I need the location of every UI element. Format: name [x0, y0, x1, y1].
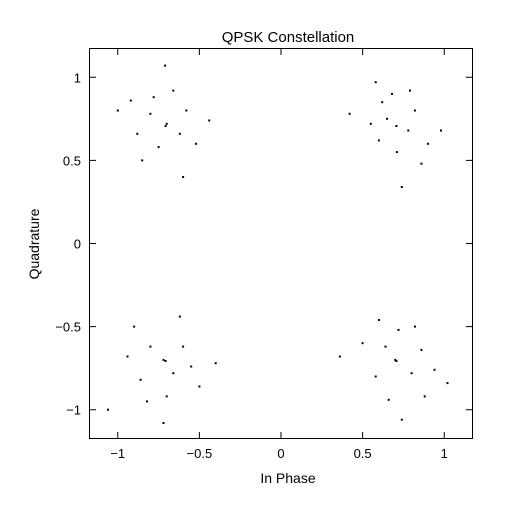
scatter-point — [400, 418, 403, 421]
scatter-point — [149, 345, 152, 348]
scatter-point — [446, 382, 449, 385]
scatter-point — [384, 345, 387, 348]
scatter-point — [141, 159, 144, 162]
scatter-point — [338, 355, 341, 358]
y-axis-label: Quadrature — [26, 208, 42, 279]
y-tick-label: 1 — [74, 70, 81, 85]
scatter-point — [178, 315, 181, 318]
scatter-point — [395, 151, 398, 154]
scatter-point — [164, 360, 167, 362]
scatter-point — [410, 372, 413, 375]
scatter-point — [413, 109, 416, 112]
scatter-point — [374, 81, 377, 84]
chart-title: QPSK Constellation — [222, 29, 355, 46]
scatter-point — [374, 375, 377, 378]
scatter-point — [377, 139, 380, 142]
axis-ticks: −1 −0.5 0 0.5 1 −1 −0.5 0 0.5 1 — [55, 49, 472, 461]
scatter-point — [129, 99, 132, 102]
scatter-point — [369, 122, 372, 125]
y-tick-label: −0.5 — [55, 320, 81, 335]
scatter-point — [152, 96, 155, 99]
scatter-point — [195, 142, 198, 145]
scatter-point — [149, 112, 152, 115]
scatter-point — [172, 372, 175, 375]
scatter-point — [165, 395, 168, 398]
x-tick-label: −1 — [110, 446, 125, 461]
y-tick-label: 0.5 — [63, 153, 81, 168]
scatter-point — [397, 328, 400, 331]
scatter-point — [146, 400, 149, 403]
scatter-point — [214, 362, 217, 365]
scatter-point — [157, 146, 160, 149]
scatter-point — [413, 325, 416, 328]
scatter-point — [391, 92, 393, 95]
scatter-point — [400, 186, 403, 188]
scatter-point — [164, 64, 167, 67]
x-axis-label: In Phase — [260, 470, 315, 486]
scatter-point — [420, 162, 423, 165]
scatter-point — [178, 132, 181, 135]
scatter-point — [164, 125, 167, 127]
scatter-point — [126, 355, 129, 358]
scatter-point — [395, 360, 398, 362]
scatter-point — [165, 122, 168, 125]
scatter-point — [395, 125, 398, 127]
scatter-point — [190, 365, 193, 368]
scatter-point — [133, 325, 136, 328]
scatter-point — [116, 109, 119, 112]
scatter-point — [377, 319, 380, 321]
scatter-point — [433, 368, 436, 371]
scatter-point — [426, 142, 429, 145]
x-tick-label: 1 — [441, 446, 448, 461]
scatter-point — [387, 398, 390, 401]
scatter-point — [185, 109, 188, 112]
y-tick-label: 0 — [74, 237, 81, 252]
scatter-point — [423, 395, 426, 398]
plot-frame — [89, 48, 473, 439]
scatter-point — [198, 385, 201, 388]
scatter-point — [409, 89, 411, 92]
scatter-point — [182, 176, 185, 178]
scatter-point — [136, 132, 139, 135]
scatter-point — [420, 348, 423, 351]
scatter-point — [348, 112, 351, 115]
scatter-point — [407, 129, 410, 132]
scatter-point — [361, 342, 364, 345]
scatter-point — [107, 408, 109, 411]
scatter-point — [172, 89, 175, 92]
y-tick-label: −1 — [66, 403, 81, 418]
scatter-point — [208, 119, 211, 122]
scatter-point — [162, 358, 165, 361]
scatter-points — [107, 64, 449, 424]
scatter-point — [386, 117, 389, 120]
scatter-point — [394, 358, 397, 361]
scatter-point — [381, 101, 384, 104]
scatter-point — [162, 422, 165, 424]
scatter-point — [182, 345, 185, 348]
x-tick-label: 0.5 — [354, 446, 372, 461]
scatter-point — [440, 129, 442, 132]
x-tick-label: −0.5 — [187, 446, 213, 461]
x-tick-label: 0 — [277, 446, 284, 461]
scatter-point — [139, 378, 142, 381]
